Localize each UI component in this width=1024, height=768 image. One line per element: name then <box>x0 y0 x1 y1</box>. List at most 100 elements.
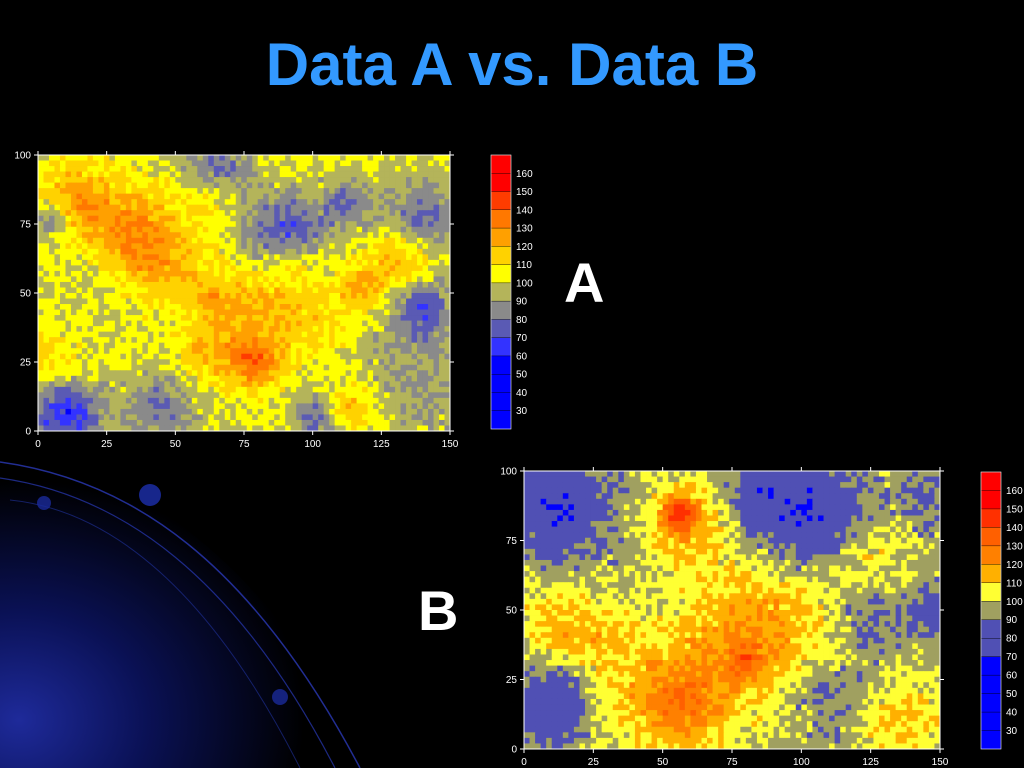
heatmap-cell <box>389 304 396 310</box>
heatmap-cell <box>318 265 325 272</box>
heatmap-cell <box>668 509 675 516</box>
heatmap-cell <box>235 414 242 421</box>
heatmap-cell <box>87 353 94 360</box>
heatmap-cell <box>439 287 445 294</box>
heatmap-cell <box>213 243 220 250</box>
heatmap-cell <box>120 221 127 228</box>
heatmap-cell <box>856 509 863 516</box>
heatmap-cell <box>389 281 396 288</box>
heatmap-cell <box>147 265 154 272</box>
heatmap-cell <box>65 221 72 228</box>
heatmap-cell <box>186 254 193 261</box>
heatmap-cell <box>114 248 121 255</box>
heatmap-cell <box>389 237 396 244</box>
heatmap-cell <box>546 554 553 561</box>
heatmap-cell <box>562 509 569 516</box>
heatmap-cell <box>596 537 603 544</box>
heatmap-cell <box>384 375 390 382</box>
heatmap-cell <box>340 386 347 393</box>
heatmap-cell <box>557 504 564 511</box>
heatmap-cell <box>81 259 88 266</box>
heatmap-cell <box>307 337 314 344</box>
heatmap-cell <box>384 386 390 393</box>
heatmap-cell <box>268 182 275 189</box>
heatmap-cell <box>142 199 149 206</box>
heatmap-cell <box>406 298 412 305</box>
heatmap-cell <box>345 237 352 244</box>
heatmap-cell <box>334 331 341 338</box>
heatmap-cell <box>762 498 769 505</box>
heatmap-cell <box>65 337 72 344</box>
heatmap-cell <box>362 254 368 261</box>
heatmap-cell <box>707 482 713 489</box>
heatmap-cell <box>59 210 66 217</box>
heatmap-cell <box>367 204 374 211</box>
heatmap-cell <box>285 375 292 382</box>
heatmap-cell <box>290 364 297 371</box>
heatmap-cell <box>136 177 143 183</box>
heatmap-cell <box>219 193 226 200</box>
heatmap-cell <box>70 419 77 426</box>
heatmap-cell <box>862 476 869 483</box>
heatmap-cell <box>540 487 547 494</box>
heatmap-cell <box>801 504 808 511</box>
heatmap-cell <box>191 408 198 415</box>
heatmap-cell <box>252 359 259 366</box>
heatmap-cell <box>54 392 61 399</box>
heatmap-cell <box>43 177 50 183</box>
heatmap-cell <box>422 315 429 321</box>
heatmap-cell <box>568 504 575 511</box>
heatmap-cell <box>384 237 390 244</box>
heatmap-cell <box>257 243 264 250</box>
heatmap-cell <box>546 476 553 483</box>
heatmap-cell <box>76 370 83 377</box>
heatmap-cell <box>340 276 347 283</box>
heatmap-cell <box>812 532 819 539</box>
heatmap-cell <box>307 375 314 382</box>
heatmap-cell <box>87 232 94 239</box>
heatmap-cell <box>334 309 341 316</box>
heatmap-cell <box>400 237 407 244</box>
heatmap-cell <box>109 265 116 272</box>
heatmap-cell <box>673 504 680 511</box>
heatmap-cell <box>252 265 259 272</box>
heatmap-cell <box>734 509 741 516</box>
heatmap-cell <box>378 237 385 244</box>
heatmap-cell <box>433 386 440 393</box>
heatmap-cell <box>340 414 347 421</box>
heatmap-cell <box>884 543 891 550</box>
heatmap-cell <box>400 397 407 404</box>
heatmap-cell <box>197 160 204 167</box>
heatmap-cell <box>651 493 658 500</box>
heatmap-cell <box>433 281 440 288</box>
heatmap-cell <box>224 281 231 288</box>
heatmap-cell <box>373 381 379 388</box>
heatmap-cell <box>70 359 77 366</box>
heatmap-cell <box>840 476 847 483</box>
heatmap-cell <box>901 515 908 522</box>
heatmap-cell <box>439 226 445 233</box>
heatmap-cell <box>70 392 77 399</box>
heatmap-cell <box>745 532 752 539</box>
heatmap-cell <box>378 414 385 421</box>
heatmap-cell <box>290 425 297 432</box>
heatmap-cell <box>618 487 625 494</box>
heatmap-cell <box>65 370 72 377</box>
heatmap-cell <box>657 487 664 494</box>
heatmap-cell <box>213 293 220 299</box>
heatmap-cell <box>186 298 193 305</box>
heatmap-cell <box>131 342 138 349</box>
heatmap-cell <box>43 287 50 294</box>
heatmap-cell <box>197 155 204 161</box>
heatmap-cell <box>98 359 105 366</box>
heatmap-cell <box>48 381 55 388</box>
heatmap-cell <box>901 482 908 489</box>
heatmap-cell <box>329 171 336 178</box>
heatmap-cell <box>428 353 434 360</box>
heatmap-cell <box>779 532 786 539</box>
heatmap-cell <box>345 331 352 338</box>
heatmap-cell <box>673 482 680 489</box>
heatmap-cell <box>136 270 143 277</box>
heatmap-cell <box>92 403 99 410</box>
heatmap-cell <box>640 487 647 494</box>
